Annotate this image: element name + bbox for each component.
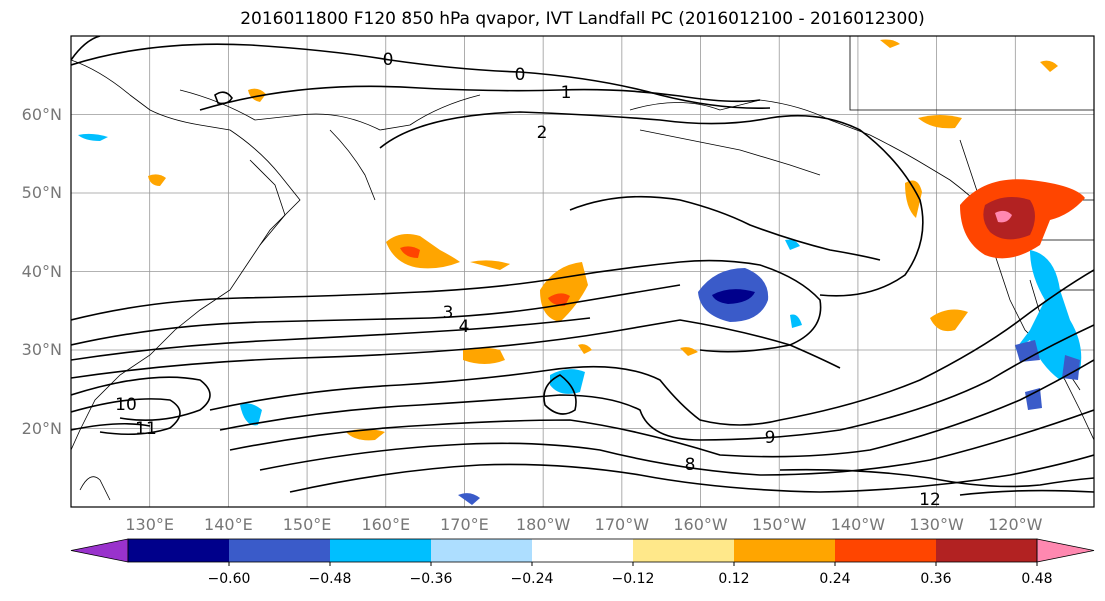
lon-label: 150°E xyxy=(282,515,332,534)
lon-label: 120°W xyxy=(988,515,1043,534)
contour-label: 2 xyxy=(537,123,548,143)
colorbar-segment xyxy=(330,539,432,562)
contour-label: 12 xyxy=(919,490,941,510)
lat-label: 30°N xyxy=(21,340,62,359)
lat-label: 40°N xyxy=(21,261,62,281)
lon-label: 140°W xyxy=(830,515,886,534)
colorbar-extend-high xyxy=(1036,538,1095,563)
colorbar-segment xyxy=(431,539,533,562)
contour-label: 3 xyxy=(443,303,454,323)
colorbar-tick-label: −0.36 xyxy=(409,571,453,587)
colorbar-tick-label: −0.12 xyxy=(611,571,655,587)
contour-label: 11 xyxy=(135,419,157,439)
colorbar-extend-low xyxy=(70,538,129,563)
colorbar-segment xyxy=(633,539,735,562)
colorbar-tick-label: 0.24 xyxy=(819,571,851,587)
colorbar-segment xyxy=(532,539,634,562)
colorbar-tick-label: −0.48 xyxy=(308,571,352,587)
lon-label: 170°E xyxy=(440,515,489,534)
colorbar-tick-label: 0.48 xyxy=(1021,571,1053,587)
colorbar-tick-label: 0.12 xyxy=(718,571,750,587)
colorbar-tick-label: −0.60 xyxy=(207,571,251,587)
colorbar-segment xyxy=(734,539,836,562)
lon-label: 170°W xyxy=(594,515,650,534)
contour-label: 0 xyxy=(515,65,526,85)
lat-label: 50°N xyxy=(21,183,62,202)
contour-label: 4 xyxy=(459,317,470,337)
lon-label: 130°E xyxy=(125,515,175,534)
map-title: 2016011800 F120 850 hPa qvapor, IVT Land… xyxy=(240,9,925,29)
contour-labels: 0 0 1 2 3 4 8 9 10 11 12 xyxy=(115,50,941,510)
colorbar-tick-label: 0.36 xyxy=(920,571,952,587)
colorbar-segment xyxy=(229,539,331,562)
colorbar-tick-label: −0.24 xyxy=(510,571,554,587)
contour-label: 1 xyxy=(561,83,572,103)
colorbar-segment xyxy=(128,539,230,562)
contour-label: 8 xyxy=(685,455,696,475)
colorbar xyxy=(70,538,1095,566)
lat-label: 20°N xyxy=(21,418,62,438)
lon-label: 150°W xyxy=(752,515,807,534)
ivt-contours xyxy=(71,36,1094,496)
colorbar-segment xyxy=(936,539,1038,562)
lon-label: 130°W xyxy=(909,515,964,534)
lat-label: 60°N xyxy=(21,104,62,124)
lon-label: 140°E xyxy=(204,515,253,534)
lon-label: 160°E xyxy=(361,515,411,534)
map-frame xyxy=(70,35,1095,508)
contour-label: 0 xyxy=(383,50,394,70)
colorbar-segment xyxy=(835,539,937,562)
contour-label: 9 xyxy=(765,428,776,448)
lon-label: 160°W xyxy=(673,515,728,534)
colorbar-frame xyxy=(127,538,1038,563)
lon-label: 180°W xyxy=(515,515,571,534)
contour-label: 10 xyxy=(115,395,137,415)
